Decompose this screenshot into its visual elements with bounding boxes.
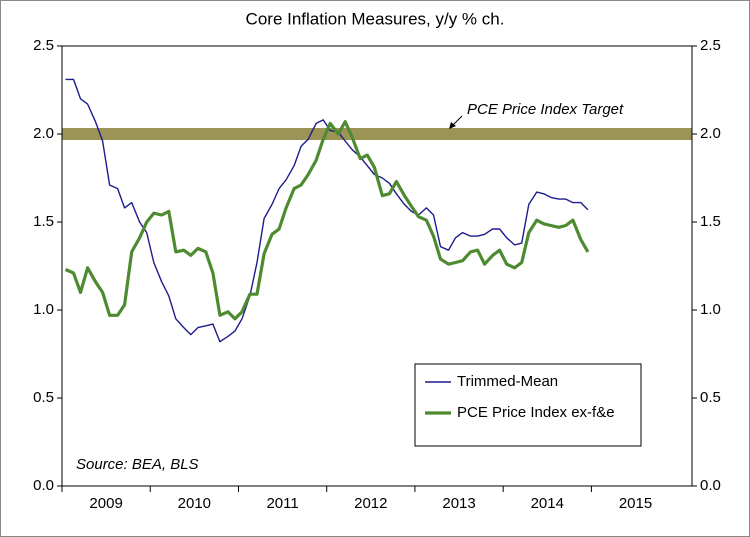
x-tick-label: 2010 — [178, 495, 211, 512]
y2-tick-label: 0.5 — [700, 389, 721, 406]
y-tick-label: 0.0 — [33, 477, 54, 494]
x-tick-label: 2009 — [89, 495, 122, 512]
legend-label: Trimmed-Mean — [457, 373, 558, 390]
target-arrow-head — [449, 122, 456, 129]
y-tick-label: 2.5 — [33, 37, 54, 54]
series-line — [65, 78, 589, 343]
x-tick-label: 2014 — [531, 495, 564, 512]
target-label: PCE Price Index Target — [467, 101, 624, 118]
y2-tick-label: 2.0 — [700, 125, 721, 142]
y-tick-label: 2.0 — [33, 125, 54, 142]
x-tick-label: 2015 — [619, 495, 652, 512]
source-note: Source: BEA, BLS — [76, 456, 199, 473]
y2-tick-label: 0.0 — [700, 477, 721, 494]
x-tick-label: 2013 — [442, 495, 475, 512]
y2-tick-label: 1.0 — [700, 301, 721, 318]
plot-frame — [61, 45, 693, 487]
y-tick-label: 1.5 — [33, 213, 54, 230]
x-tick-label: 2012 — [354, 495, 387, 512]
chart-title: Core Inflation Measures, y/y % ch. — [246, 9, 505, 28]
y-tick-label: 1.0 — [33, 301, 54, 318]
y-tick-label: 0.5 — [33, 389, 54, 406]
target-band — [62, 128, 692, 140]
y2-tick-label: 1.5 — [700, 213, 721, 230]
legend-box — [414, 363, 642, 447]
series-line — [64, 120, 590, 321]
x-tick-label: 2011 — [266, 495, 298, 512]
y2-tick-label: 2.5 — [700, 37, 721, 54]
legend-label: PCE Price Index ex-f&e — [457, 404, 615, 421]
